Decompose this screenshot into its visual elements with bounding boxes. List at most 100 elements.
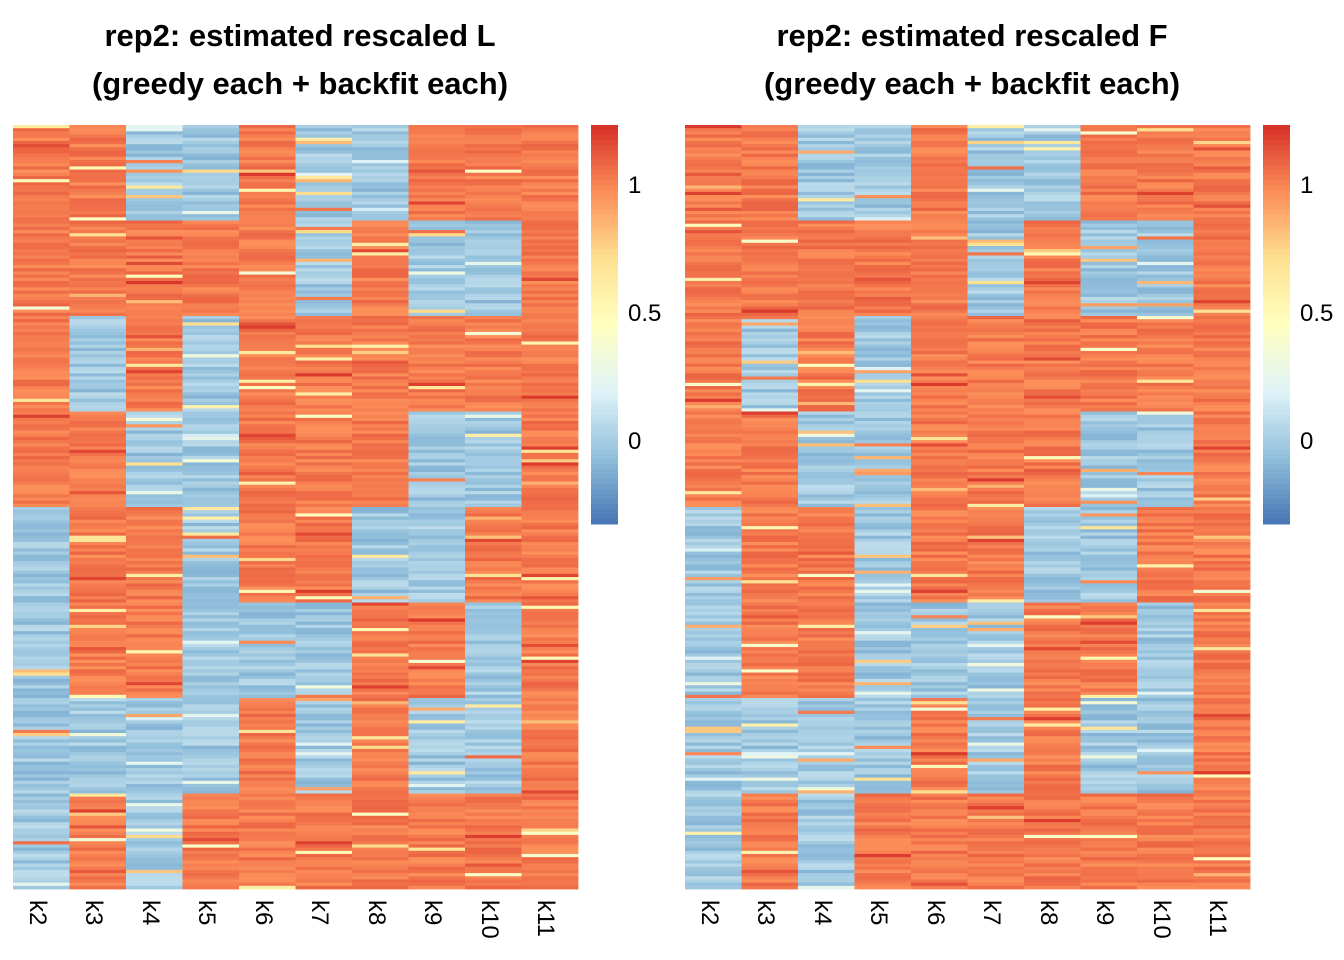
heatmap-cell <box>182 223 240 228</box>
heatmap-cell <box>126 175 183 180</box>
heatmap-cell <box>798 471 855 476</box>
heatmap-cell <box>685 156 742 161</box>
heatmap-cell <box>967 637 1025 642</box>
heatmap-cell <box>13 140 70 145</box>
heatmap-cell <box>295 261 353 266</box>
heatmap-cell <box>854 382 912 387</box>
heatmap-cell <box>126 516 183 521</box>
heatmap-cell <box>239 245 296 250</box>
heatmap-cell <box>352 471 409 476</box>
heatmap-cell <box>911 799 968 804</box>
heatmap-cell <box>685 408 742 412</box>
heatmap-cell <box>1193 370 1251 374</box>
heatmap-cell <box>741 328 799 333</box>
heatmap-cell <box>295 204 353 209</box>
legend-color-step <box>591 504 618 510</box>
heatmap-cell <box>685 694 742 699</box>
heatmap-cell <box>1137 341 1194 346</box>
heatmap-cell <box>1193 882 1251 887</box>
heatmap-cell <box>352 465 409 470</box>
heatmap-cell <box>465 414 522 419</box>
heatmap-cell <box>465 217 522 221</box>
heatmap-cell <box>352 351 409 355</box>
heatmap-cell <box>239 799 296 804</box>
heatmap-cell <box>521 561 579 565</box>
heatmap-cell <box>911 373 968 377</box>
heatmap-cell <box>854 433 912 438</box>
heatmap-cell <box>685 296 742 301</box>
heatmap-cell <box>13 172 70 177</box>
heatmap-cell <box>1080 573 1138 578</box>
heatmap-cell <box>1137 656 1194 661</box>
heatmap-cell <box>1080 873 1138 877</box>
heatmap-cell <box>1137 131 1194 135</box>
heatmap-cell <box>521 389 579 393</box>
heatmap-cell <box>352 841 409 845</box>
heatmap-cell <box>1193 736 1251 740</box>
column-label: k6 <box>922 900 949 926</box>
heatmap-cell <box>182 599 240 603</box>
heatmap-cell <box>798 507 855 511</box>
heatmap-cell <box>1137 869 1194 874</box>
heatmap-cell <box>967 405 1025 409</box>
heatmap-cell <box>1137 290 1194 295</box>
heatmap-cell <box>465 733 522 737</box>
heatmap-cell <box>352 866 409 871</box>
heatmap-cell <box>1137 787 1194 791</box>
heatmap-cell <box>465 503 522 508</box>
heatmap-cell <box>911 258 968 263</box>
heatmap-cell <box>182 316 240 320</box>
heatmap-cell <box>13 424 70 428</box>
heatmap-cell <box>1137 338 1194 342</box>
heatmap-cell <box>126 869 183 874</box>
heatmap-cell <box>1137 828 1194 833</box>
heatmap-cell <box>182 564 240 568</box>
heatmap-cell <box>13 726 70 731</box>
heatmap-cell <box>182 685 240 689</box>
heatmap-cell <box>911 809 968 813</box>
heatmap-cell <box>69 386 127 390</box>
heatmap-cell <box>182 452 240 457</box>
heatmap-cell <box>69 382 127 387</box>
heatmap-cell <box>1137 201 1194 205</box>
heatmap-cell <box>854 627 912 632</box>
heatmap-cell <box>239 503 296 508</box>
legend-tick-label: 0.5 <box>628 300 662 327</box>
heatmap-cell <box>69 373 127 377</box>
heatmap-cell <box>741 573 799 578</box>
legend-color-step <box>591 364 618 370</box>
heatmap-cell <box>854 634 912 638</box>
heatmap-cell <box>1080 748 1138 753</box>
heatmap-cell <box>854 885 912 890</box>
heatmap-cell <box>465 220 522 225</box>
heatmap-cell <box>295 863 353 868</box>
heatmap-cell <box>1024 726 1081 731</box>
heatmap-cell <box>182 258 240 263</box>
heatmap-cell <box>408 787 466 791</box>
heatmap-cell <box>1024 599 1081 603</box>
heatmap-cell <box>239 195 296 199</box>
heatmap-cell <box>408 701 466 705</box>
heatmap-cell <box>295 408 353 412</box>
heatmap-cell <box>1193 233 1251 237</box>
heatmap-cell <box>126 255 183 260</box>
heatmap-cell <box>1193 452 1251 457</box>
heatmap-cell <box>239 373 296 377</box>
heatmap-cell <box>126 542 183 546</box>
heatmap-cell <box>239 742 296 747</box>
heatmap-cell <box>1080 280 1138 285</box>
heatmap-cell <box>1137 586 1194 591</box>
heatmap-cell <box>1080 236 1138 240</box>
heatmap-cell <box>521 446 579 451</box>
heatmap-cell <box>1080 608 1138 613</box>
heatmap-cell <box>13 710 70 715</box>
heatmap-cell <box>69 822 127 826</box>
heatmap-cell <box>13 825 70 829</box>
heatmap-cell <box>239 284 296 288</box>
heatmap-cell <box>1137 764 1194 769</box>
heatmap-cell <box>798 691 855 696</box>
heatmap-cell <box>1024 780 1081 785</box>
heatmap-cell <box>854 631 912 635</box>
legend-tick-label: 1 <box>1300 172 1314 199</box>
heatmap-cell <box>911 729 968 734</box>
